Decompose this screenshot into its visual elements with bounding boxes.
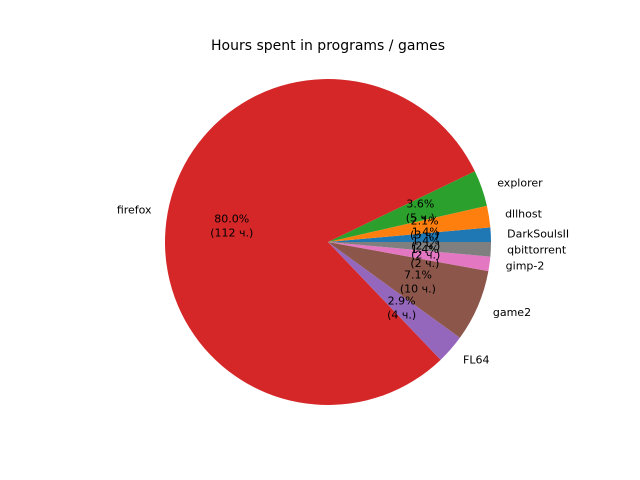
slice-pct-explorer: 3.6% (5 ч.) <box>406 198 435 225</box>
slice-pct-game2: 7.1% (10 ч.) <box>400 268 436 295</box>
chart-title: Hours spent in programs / games <box>211 38 445 54</box>
slice-gimp-2 <box>328 242 491 272</box>
slice-dllhost <box>328 205 491 242</box>
slice-darksoulsii <box>328 227 491 242</box>
slice-pct-firefox: 80.0% (112 ч.) <box>210 213 253 240</box>
slice-label-firefox: firefox <box>117 203 152 216</box>
slice-fl64 <box>328 242 460 360</box>
slice-label-dllhost: dllhost <box>505 207 543 220</box>
slice-percent-labels: 1.4% (2 ч.)2.1% (3 ч.)3.6% (5 ч.) 80.0% (112 … <box>210 198 440 322</box>
slice-pct-gimp-2: 1.4% (2 ч.) <box>410 243 439 270</box>
slice-label-gimp-2: gimp-2 <box>506 260 545 273</box>
slice-pct-qbittorrent: 1.4% (2 ч.) <box>411 234 440 261</box>
slice-label-fl64: FL64 <box>463 353 489 366</box>
slice-labels: DarkSoulsII dllhost explorer firefox FL64 gam… <box>117 176 569 366</box>
slice-pct-darksoulsii: 1.4% (2 ч.) <box>411 226 440 253</box>
slice-label-darksoulsii: DarkSoulsII <box>507 227 569 240</box>
pie-slices <box>165 79 491 406</box>
slice-qbittorrent <box>328 242 491 257</box>
slice-label-qbittorrent: qbittorrent <box>507 244 567 257</box>
slice-firefox <box>165 79 475 406</box>
slice-label-game2: game2 <box>493 306 531 319</box>
slice-game2 <box>328 242 489 338</box>
slice-explorer <box>328 171 487 242</box>
slice-pct-dllhost: 2.1% (3 ч.) <box>410 215 439 242</box>
slice-label-explorer: explorer <box>497 176 543 189</box>
slice-pct-fl64: 2.9% (4 ч.) <box>387 294 416 321</box>
